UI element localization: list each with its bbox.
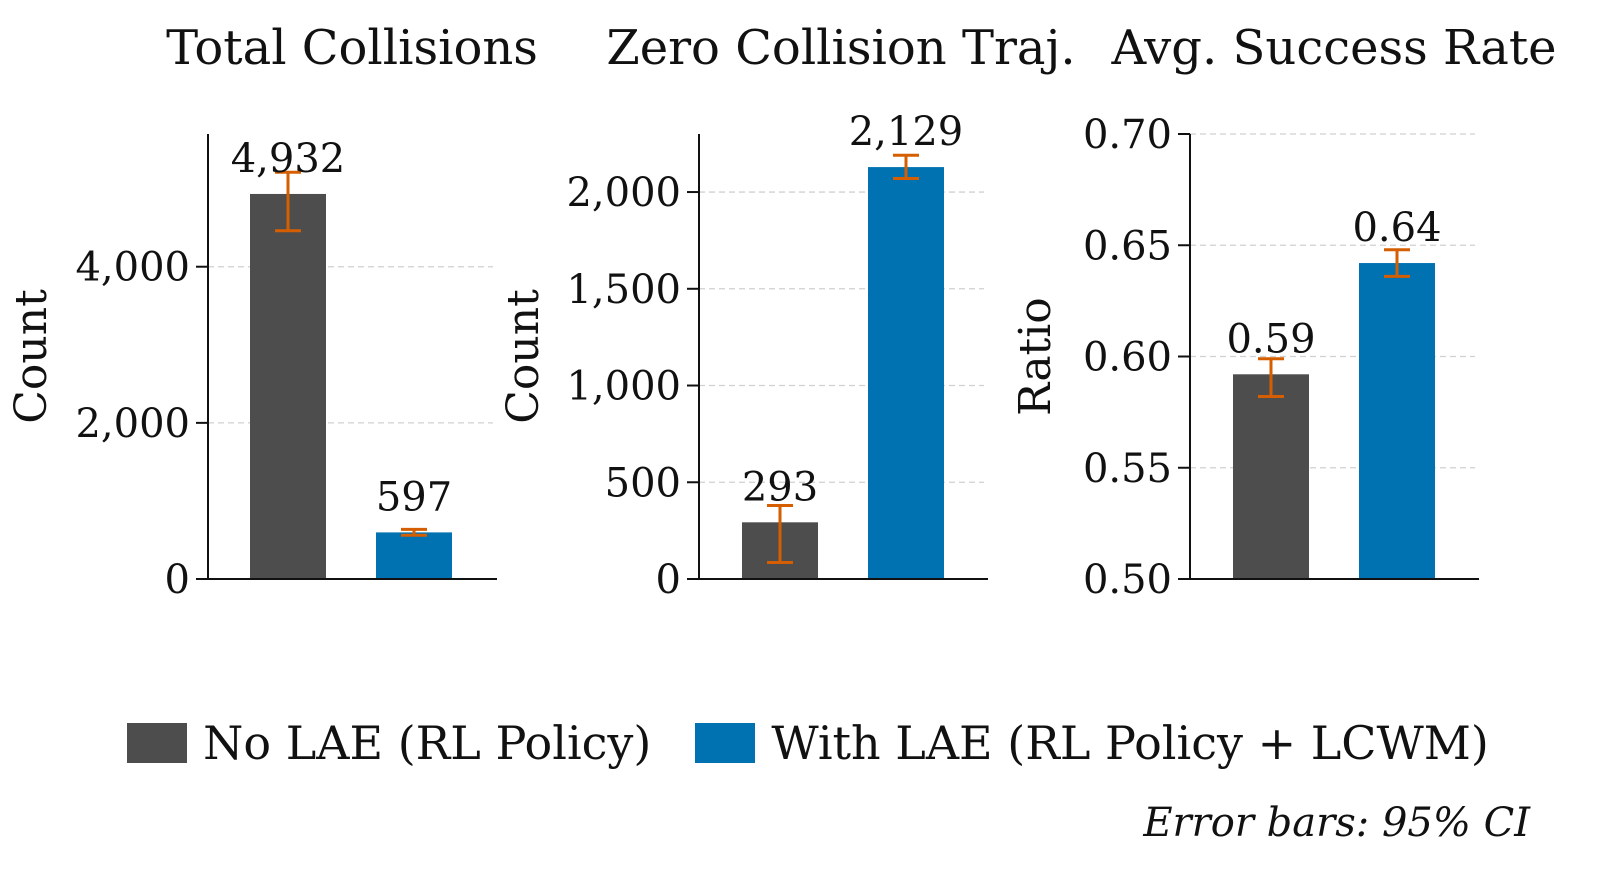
y-tick-label: 2,000: [566, 170, 681, 216]
y-tick-label: 1,000: [566, 364, 681, 410]
error-bar: [1384, 248, 1410, 278]
error-bar: [893, 153, 919, 180]
y-tick-label: 4,000: [75, 245, 190, 291]
y-tick-label: 0.70: [1083, 112, 1172, 158]
y-tick-label: 500: [605, 460, 681, 506]
y-tick-label: 0.55: [1083, 446, 1172, 492]
y-tick-label: 2,000: [75, 401, 190, 447]
y-tick-label: 0.50: [1083, 557, 1172, 603]
y-tick-label: 0.60: [1083, 335, 1172, 381]
error-bar: [401, 527, 427, 537]
value-label: 293: [742, 464, 818, 510]
y-tick-label: 0.65: [1083, 223, 1172, 269]
error-bar: [767, 503, 793, 565]
y-axis-label: Count: [6, 289, 57, 424]
error-bar: [1258, 357, 1284, 399]
chart-panel-1: 0 2,000 4,000 4,932 597 Total Collisions Count: [6, 20, 538, 603]
legend: No LAE (RL Policy) With LAE (RL Policy +…: [0, 720, 1616, 766]
legend-label-no-lae: No LAE (RL Policy): [203, 716, 652, 770]
legend-swatch-with-lae: [695, 723, 756, 763]
bar-with-lae: [376, 532, 452, 579]
chart-title: Total Collisions: [166, 20, 538, 76]
y-tick-label: 1,500: [566, 267, 681, 313]
chart-title: Avg. Success Rate: [1110, 20, 1556, 76]
value-label: 4,932: [231, 136, 346, 182]
bar-with-lae: [1359, 263, 1435, 579]
chart-panel-2: 0 500 1,000 1,500 2,000 293 2,129 Zero Collisio…: [498, 20, 1076, 603]
bar-no-lae: [250, 193, 326, 580]
bar-with-lae: [868, 167, 944, 579]
chart-panel-3: 0.50 0.55 0.60 0.65 0.70 0.59 0.64 Avg. Success…: [1010, 20, 1557, 603]
value-label: 0.59: [1226, 316, 1315, 362]
chart-title: Zero Collision Traj.: [606, 20, 1075, 76]
value-label: 2,129: [849, 109, 964, 155]
value-label: 597: [376, 474, 452, 520]
y-tick-label: 0: [165, 557, 190, 603]
legend-item-no-lae: No LAE (RL Policy): [127, 720, 651, 766]
footnote: Error bars: 95% CI: [1143, 800, 1530, 846]
bar-no-lae: [1233, 374, 1309, 579]
legend-label-with-lae: With LAE (RL Policy + LCWM): [771, 716, 1489, 770]
error-bar: [275, 170, 301, 233]
value-label: 0.64: [1352, 205, 1441, 251]
legend-item-with-lae: With LAE (RL Policy + LCWM): [695, 716, 1489, 770]
y-axis-label: Count: [498, 289, 549, 424]
legend-swatch-no-lae: [127, 723, 188, 763]
y-axis-label: Ratio: [1010, 297, 1061, 416]
y-tick-label: 0: [656, 557, 681, 603]
